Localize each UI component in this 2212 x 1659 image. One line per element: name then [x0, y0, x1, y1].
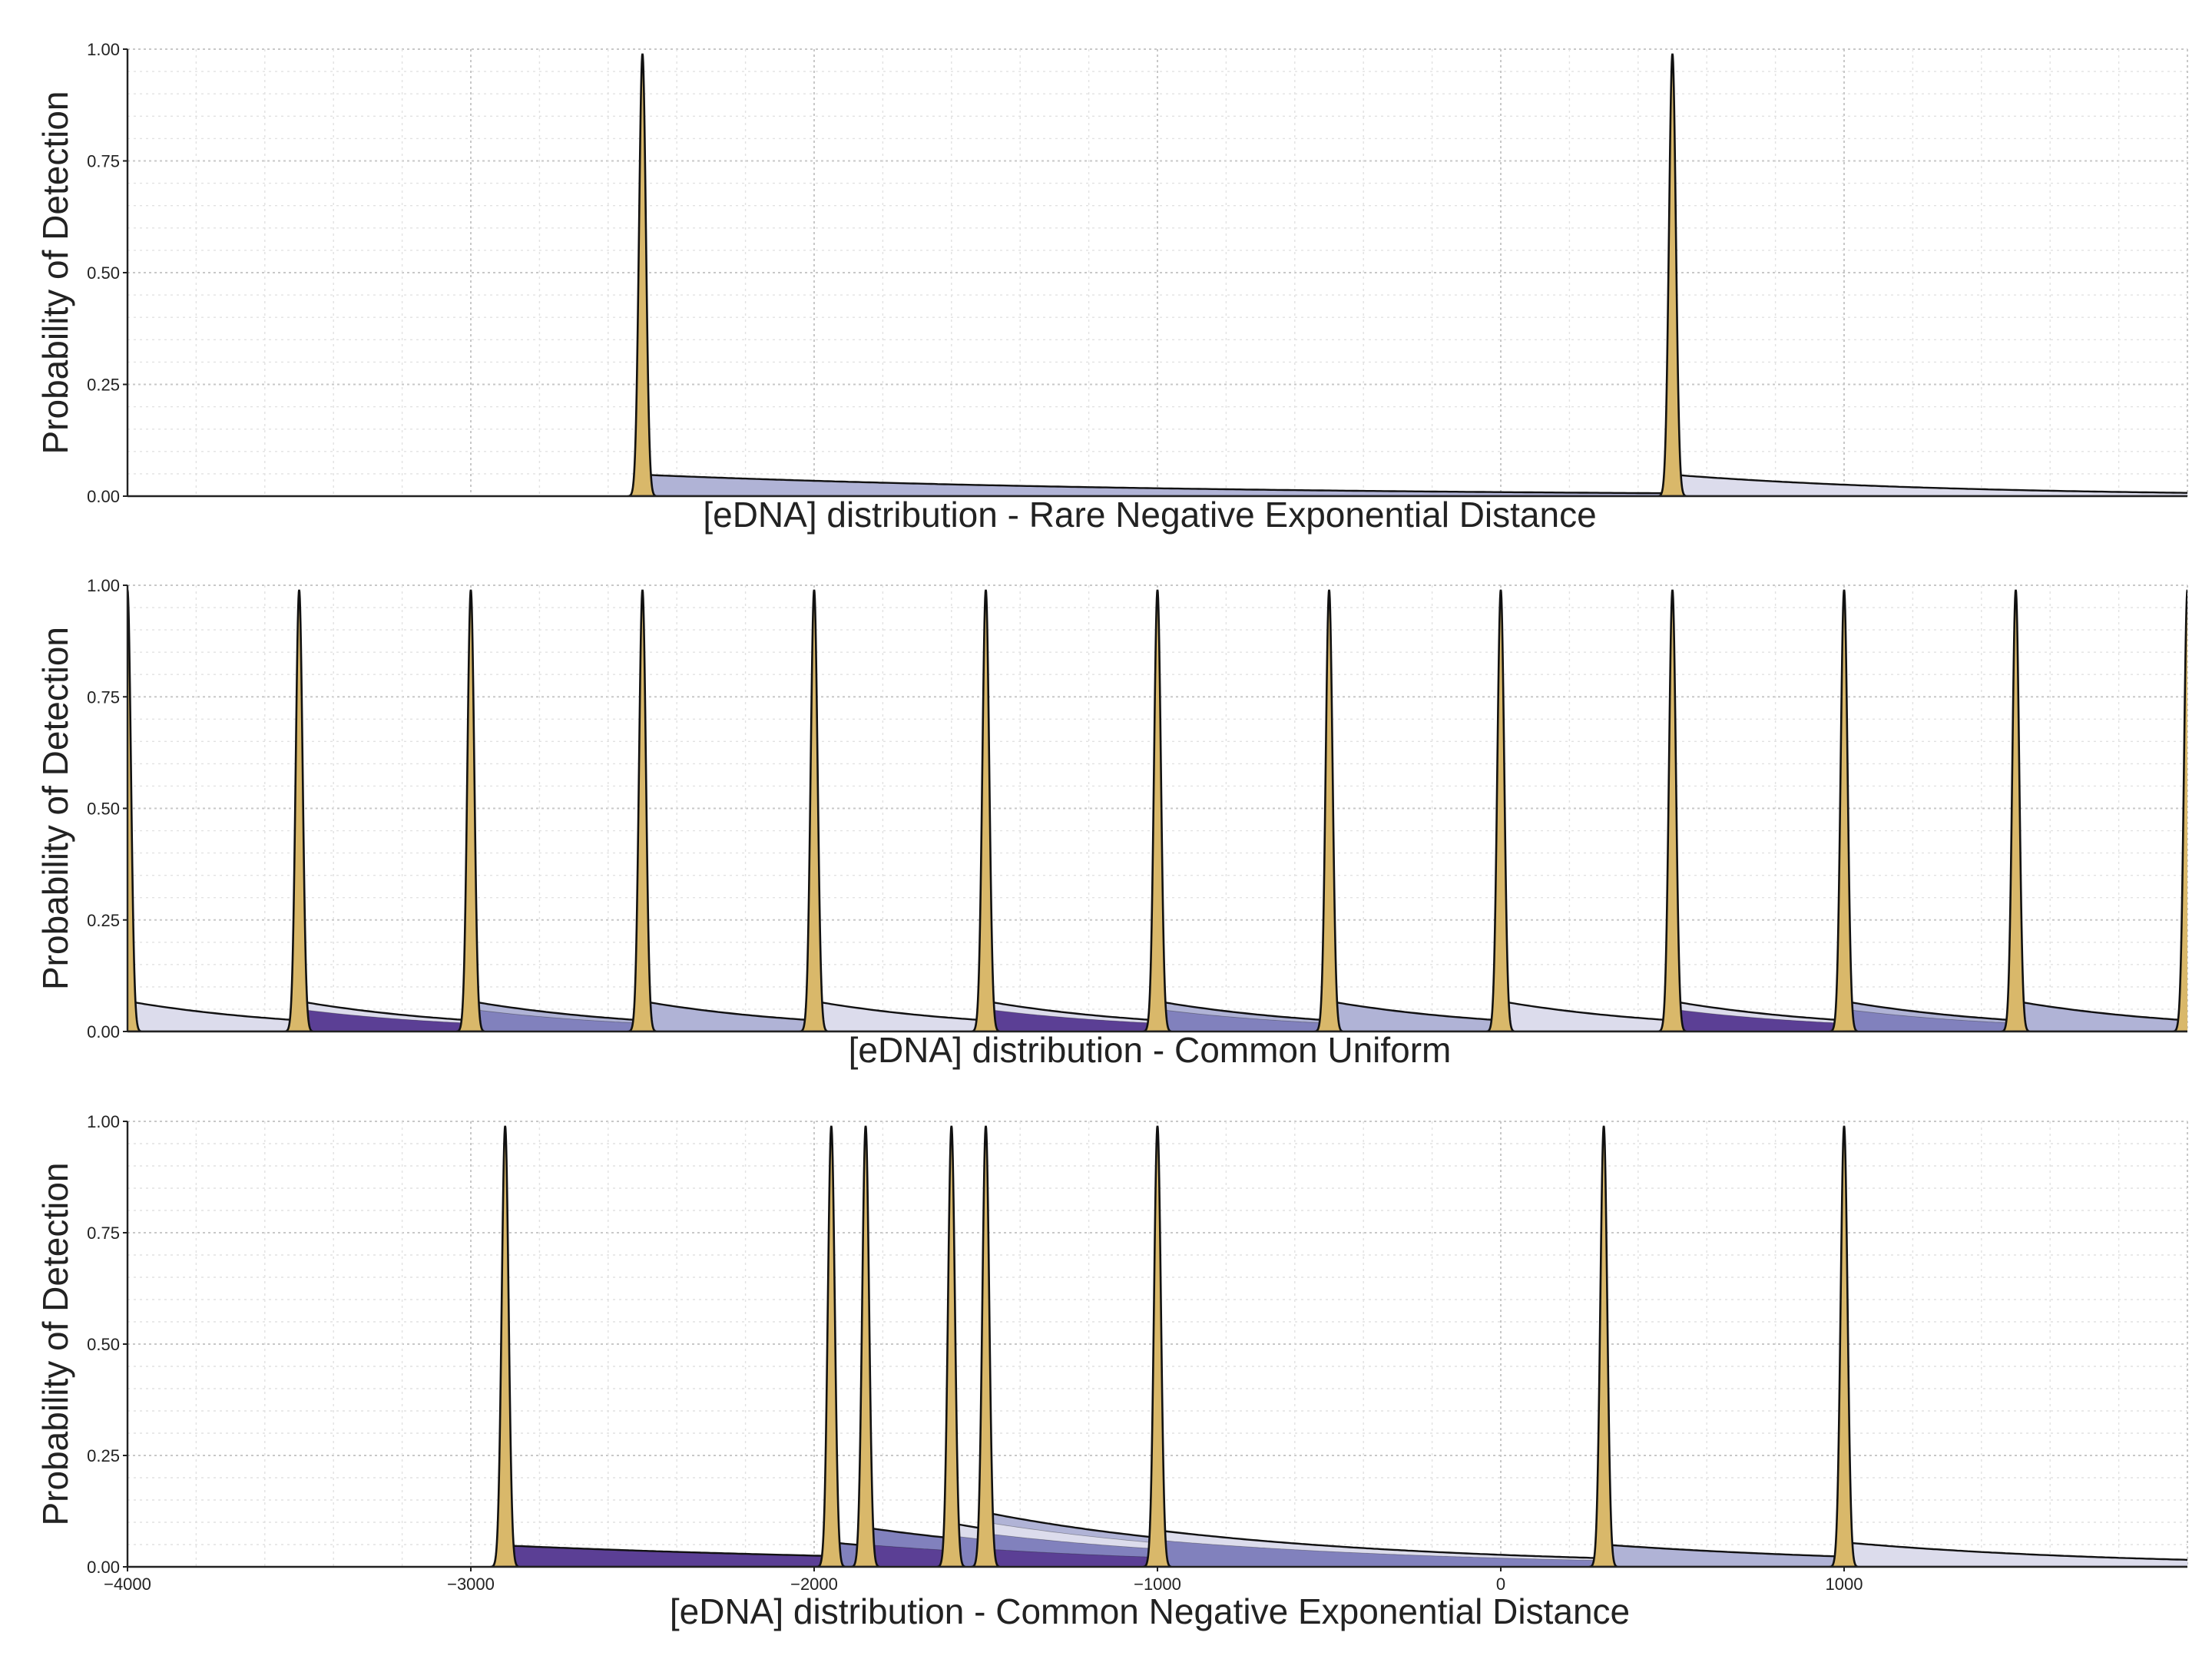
- y-tick-label: 0.75: [87, 1224, 120, 1243]
- y-tick-label: 1.00: [87, 40, 120, 59]
- y-tick-label: 1.00: [87, 1112, 120, 1131]
- y-tick-label: 1.00: [87, 576, 120, 595]
- y-tick-label: 0.50: [87, 263, 120, 283]
- detection-peak-7: [1314, 589, 1343, 1031]
- y-tick-label: 0.50: [87, 1335, 120, 1354]
- detection-peak-2: [850, 1125, 880, 1567]
- y-tick-label: 0.00: [87, 1558, 120, 1577]
- detection-peak-6: [1142, 589, 1172, 1031]
- detection-peak-3: [936, 1125, 965, 1567]
- detection-peak-4: [799, 589, 829, 1031]
- detection-peak-3: [628, 589, 657, 1031]
- y-tick-label: 0.00: [87, 487, 120, 506]
- detection-peak-0: [127, 589, 142, 1031]
- x-tick-label: −4000: [104, 1575, 151, 1594]
- detection-peak-0: [628, 53, 657, 496]
- y-axis-label: Probability of Detection: [35, 627, 75, 990]
- plot-area: [490, 1125, 2187, 1567]
- grid: [127, 48, 2188, 497]
- y-tick-label: 0.75: [87, 152, 120, 171]
- y-axis-label: Probability of Detection: [35, 1162, 75, 1525]
- y-tick-label: 0.25: [87, 911, 120, 930]
- detection-peak-10: [1829, 589, 1859, 1031]
- y-axis-label: Probability of Detection: [35, 91, 75, 454]
- detection-peak-1: [816, 1125, 846, 1567]
- decay-tail-12-0: [2186, 1001, 2187, 1031]
- y-tick-label: 0.00: [87, 1022, 120, 1041]
- x-axis-label: [eDNA] distribution - Rare Negative Expo…: [703, 495, 1596, 535]
- decay-tail-1-0: [1671, 473, 2187, 496]
- chart-panel-common-uniform: 0.00 0.25 0.50 0.75 1.00 Probability of Detec…: [35, 576, 2188, 1070]
- plot-area: [127, 589, 2187, 1031]
- x-tick-label: −2000: [790, 1575, 838, 1594]
- y-tick-label: 0.25: [87, 376, 120, 395]
- x-axis-label: [eDNA] distribution - Common Negative Ex…: [670, 1591, 1630, 1631]
- decay-tail-11-0: [2015, 1000, 2187, 1031]
- detection-peak-4: [971, 1125, 1000, 1567]
- detection-peak-7: [1829, 1125, 1859, 1567]
- detection-peak-6: [1588, 1125, 1618, 1567]
- plot-area: [628, 53, 2187, 496]
- detection-peak-1: [284, 589, 313, 1031]
- x-axis-label: [eDNA] distribution - Common Uniform: [849, 1030, 1452, 1070]
- detection-peak-2: [455, 589, 485, 1031]
- detection-peak-0: [490, 1125, 519, 1567]
- detection-peak-9: [1657, 589, 1687, 1031]
- chart-panel-common-negative-exponential: 0.00 0.25 0.50 0.75 1.00 −4000 −3000 −2000 −1000…: [35, 1112, 2188, 1631]
- detection-peak-5: [1142, 1125, 1172, 1567]
- y-tick-label: 0.25: [87, 1446, 120, 1465]
- detection-peak-5: [971, 589, 1000, 1031]
- x-tick-label: 0: [1496, 1575, 1505, 1594]
- detection-peak-11: [2001, 589, 2030, 1031]
- y-tick-label: 0.75: [87, 687, 120, 707]
- detection-peak-12: [2172, 589, 2187, 1031]
- chart-panel-rare-negative-exponential: 0.00 0.25 0.50 0.75 1.00 Probability of Detec…: [35, 40, 2188, 535]
- detection-peak-1: [1657, 53, 1687, 496]
- x-tick-label: −1000: [1134, 1575, 1181, 1594]
- y-tick-label: 0.50: [87, 800, 120, 819]
- x-tick-label: 1000: [1826, 1575, 1863, 1594]
- decay-tail-7-0: [1843, 1541, 2187, 1567]
- x-tick-label: −3000: [447, 1575, 495, 1594]
- detection-peak-8: [1485, 589, 1515, 1031]
